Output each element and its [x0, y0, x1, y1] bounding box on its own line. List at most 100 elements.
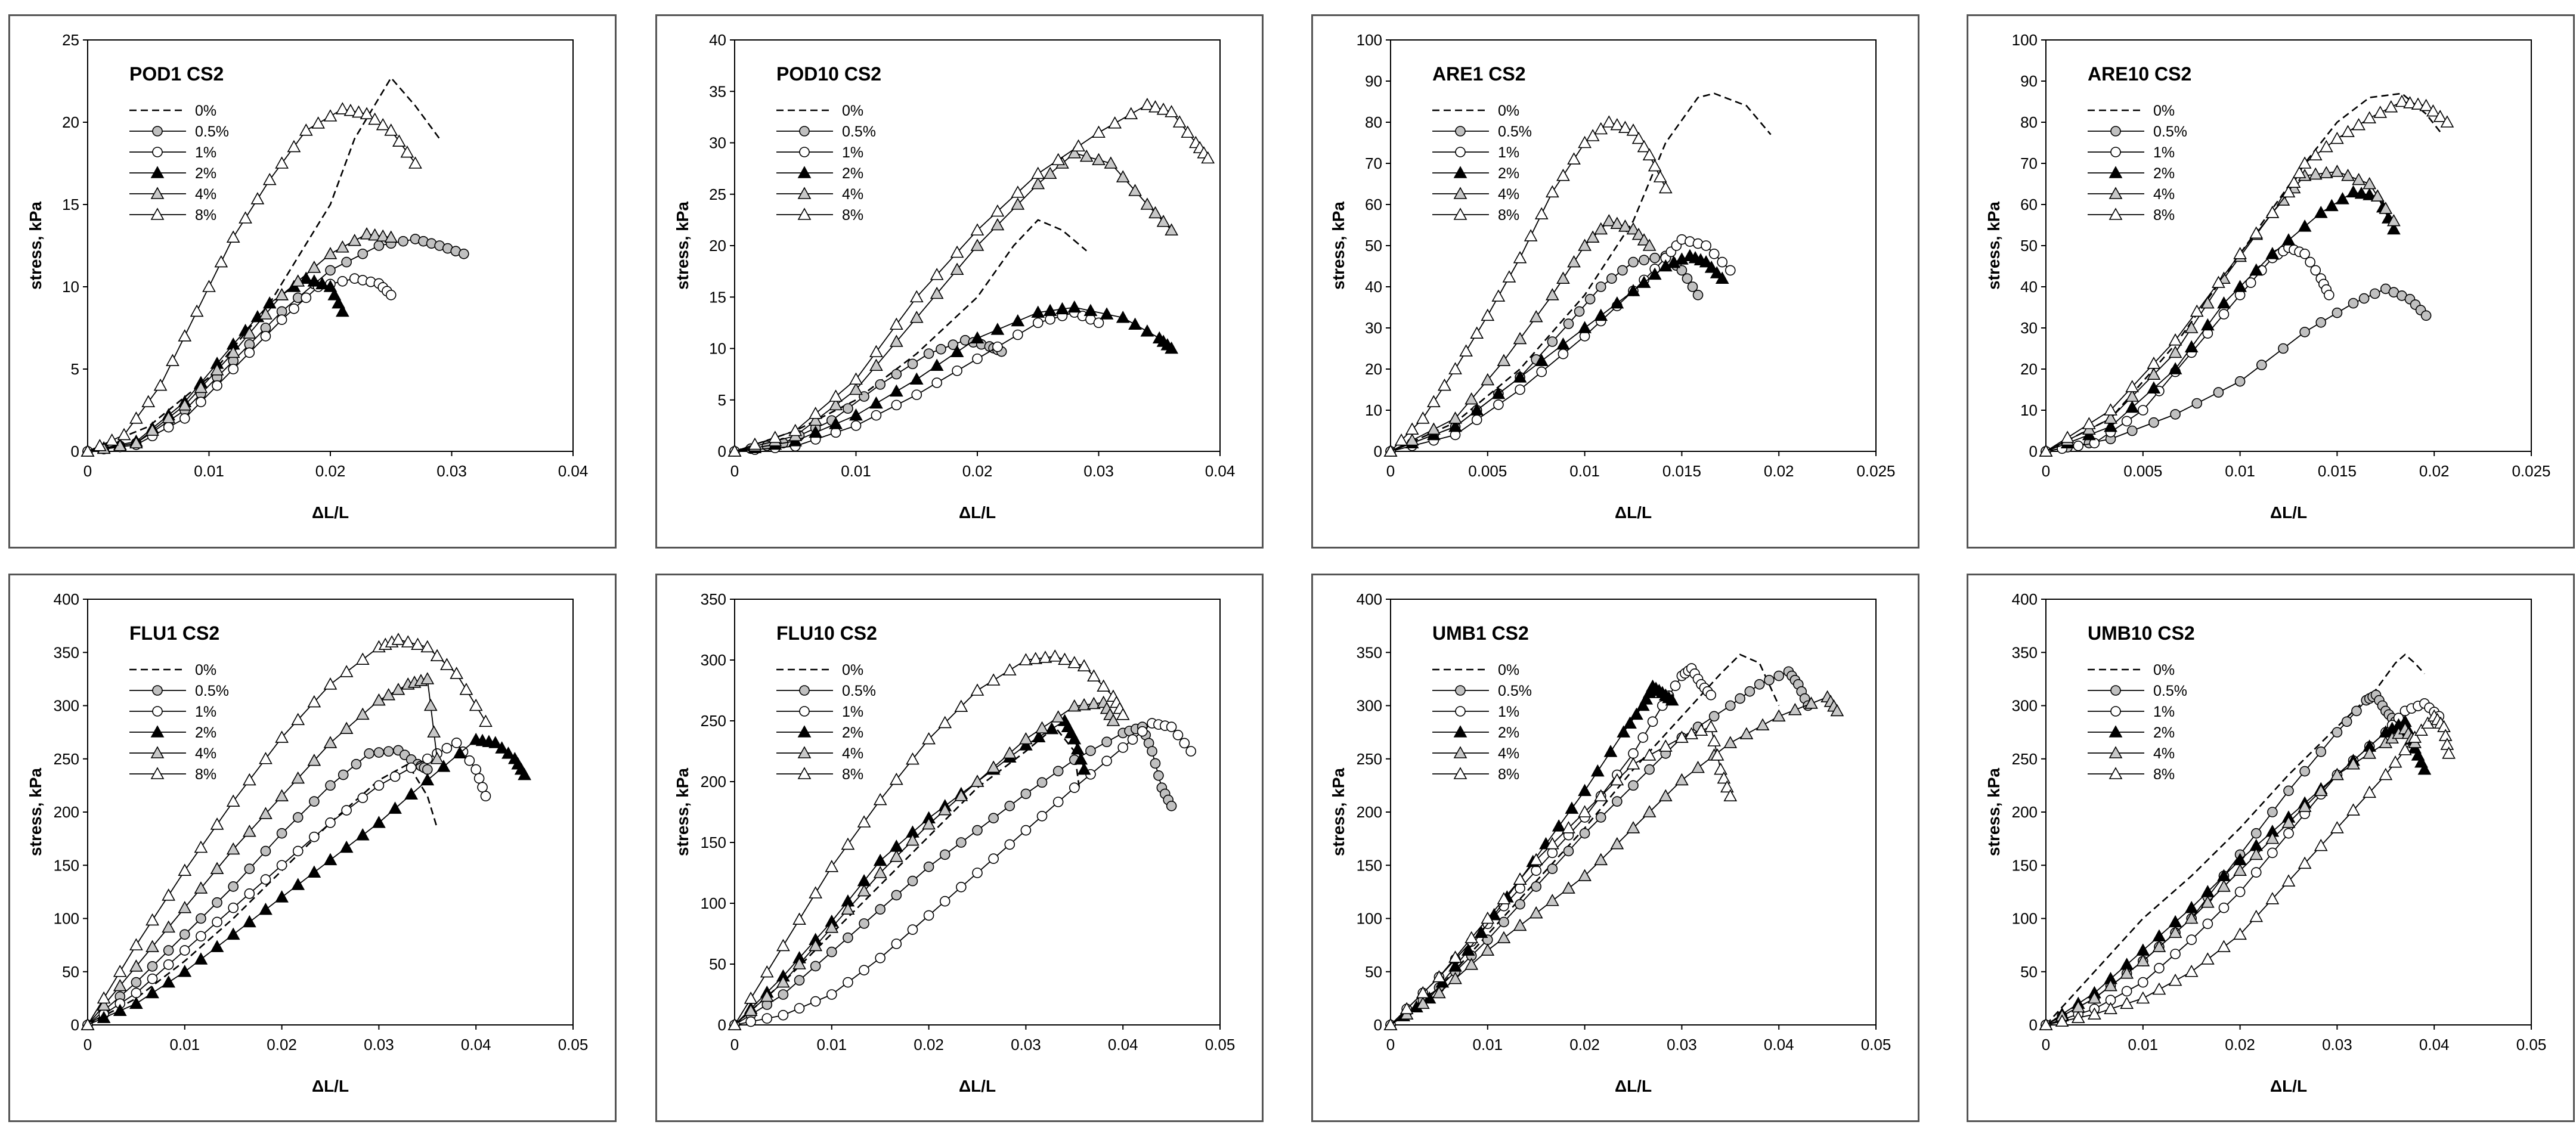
series-4%-point-18 [1019, 732, 1033, 745]
series-0.5%-point-7 [843, 932, 853, 943]
series-8%-point-6 [1481, 911, 1495, 924]
x-tick-label: 0.05 [1205, 1036, 1236, 1054]
series-1% [729, 718, 1196, 1030]
series-2%-point-4 [145, 986, 159, 999]
y-tick-label: 100 [701, 894, 726, 912]
legend-marker-4%-point-0 [1453, 746, 1467, 758]
series-8%-point-23 [1618, 120, 1632, 133]
series-8% [727, 649, 1130, 1030]
chart-panel-are10: 0 10 20 30 40 50 60 70 80 90 100 0 0.005 0.01 0.015 0.0… [1967, 14, 2575, 549]
series-8%-point-2 [1405, 422, 1419, 435]
series-2%-point-24 [1715, 271, 1729, 284]
y-tick-label: 250 [1357, 750, 1382, 768]
series-0.5%-point-36 [1166, 800, 1177, 811]
series-2%-point-5 [162, 975, 176, 988]
series-1%-point-22 [2305, 256, 2315, 268]
legend-marker-1%-point-0 [2110, 706, 2121, 717]
series-0.5%-point-11 [907, 358, 918, 370]
series-8%-point-27 [384, 123, 398, 136]
series-1%-point-12 [2234, 887, 2246, 897]
series-8%-point-13 [2249, 909, 2264, 922]
series-4%-point-6 [2168, 345, 2182, 358]
y-tick-label: 25 [62, 31, 79, 49]
series-2%-point-3 [2104, 419, 2117, 432]
series-1%-point-3 [131, 987, 142, 999]
series-2%-point-11 [1610, 296, 1624, 309]
series-1%-point-14 [1013, 329, 1023, 340]
series-2%-point-4 [809, 425, 823, 438]
series-8%-point-13 [1524, 229, 1538, 241]
series-1%-point-24 [385, 289, 397, 300]
series-0.5%-point-8 [859, 918, 869, 929]
series-line [2045, 715, 2450, 1026]
series-0.5%-point-13 [1606, 273, 1617, 284]
y-tick-label: 30 [709, 134, 726, 152]
series-2%-point-22 [1128, 317, 1142, 330]
series-8%-point-23 [1710, 748, 1724, 761]
series-8%-point-5 [162, 888, 176, 901]
chart-title: FLU10 CS2 [776, 622, 877, 644]
legend-label: 4% [1498, 745, 1519, 762]
series-2%-point-14 [1011, 314, 1025, 327]
series-1%-point-14 [2267, 847, 2278, 859]
x-tick-label: 0.005 [2123, 462, 2162, 480]
series-8%-point-24 [420, 640, 435, 653]
x-tick-label: 0 [2042, 462, 2050, 480]
series-8%-point-4 [2125, 380, 2140, 392]
series-4%-point-19 [1035, 721, 1049, 734]
series-2%-point-11 [950, 345, 964, 358]
series-0.5%-point-20 [1052, 766, 1064, 777]
legend-label: 8% [842, 207, 863, 224]
series-4%-point-9 [1545, 288, 1559, 300]
series-4%-point-2 [1426, 422, 1441, 435]
y-tick-label: 50 [62, 963, 79, 981]
series-4%-point-9 [2184, 911, 2199, 924]
series-8%-point-8 [210, 817, 224, 830]
x-tick-label: 0.02 [1569, 1036, 1600, 1054]
series-4%-point-8 [1529, 309, 1543, 323]
series-0.5%-point-15 [972, 825, 983, 836]
series-4%-point-30 [1830, 704, 1844, 717]
legend-marker-8%-point-0 [1453, 767, 1467, 779]
series-8%-point-28 [392, 134, 406, 147]
series-1%-point-12 [276, 314, 287, 326]
y-tick-label: 300 [1357, 697, 1382, 715]
chart-panel-pod1: 0 5 10 15 20 25 0 0.01 0.02 0.03 0.04 ΔL/L stress, k… [8, 14, 617, 549]
series-4%-point-20 [1051, 710, 1066, 723]
x-tick-label: 0 [83, 462, 92, 480]
series-4%-point-17 [348, 234, 362, 246]
series-2%-point-7 [869, 396, 883, 409]
series-4%-point-19 [1079, 149, 1094, 162]
series-4%-point-5 [2120, 966, 2134, 979]
series-2%-point-27 [1165, 341, 1178, 354]
y-tick-label: 60 [2020, 196, 2038, 213]
series-2%-point-10 [242, 915, 256, 928]
series-4%-point-21 [1104, 156, 1118, 169]
series-8%-point-7 [869, 345, 883, 358]
y-tick-label: 5 [718, 391, 726, 409]
series-4%-point-24 [1140, 197, 1154, 210]
series-8%-point-1 [97, 991, 111, 1004]
legend-label: 0% [1498, 103, 1519, 119]
series-8%-point-17 [1567, 152, 1581, 165]
series-1%-point-6 [1515, 384, 1525, 395]
series-8%-point-22 [343, 104, 358, 116]
series-8%-point-22 [401, 635, 415, 647]
series-1%-point-10 [891, 938, 902, 949]
series-1%-point-6 [826, 989, 837, 1000]
series-8%-point-11 [950, 245, 964, 258]
series-8%-point-24 [1714, 762, 1727, 775]
series-0.5%-point-11 [2278, 343, 2289, 354]
series-8%-point-17 [2314, 838, 2328, 851]
legend-label: 4% [1498, 186, 1519, 203]
series-0.5%-point-17 [2315, 746, 2327, 757]
y-tick-label: 0 [71, 442, 79, 460]
series-2%-point-17 [315, 277, 329, 290]
series-8%-point-19 [1586, 129, 1600, 141]
series-2%-point-10 [2233, 280, 2247, 292]
x-tick-label: 0.04 [2419, 1036, 2450, 1054]
legend-label: 1% [195, 144, 216, 161]
series-2%-point-24 [1067, 732, 1082, 745]
series-1%-point-3 [778, 1009, 789, 1021]
series-8%-point-22 [1058, 652, 1072, 665]
